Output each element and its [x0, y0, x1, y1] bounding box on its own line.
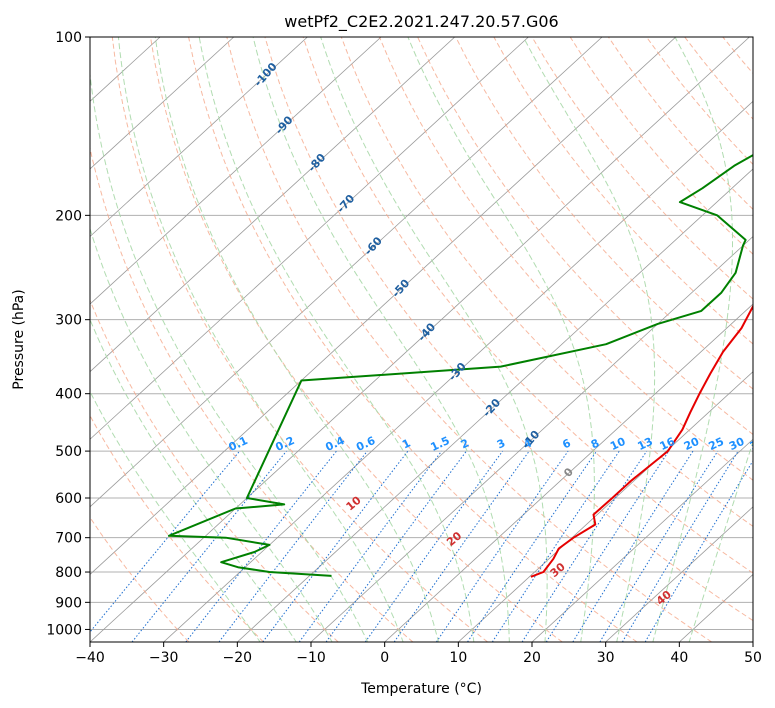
mixing-ratio-line: [599, 450, 719, 642]
mixing-ratio-line: [262, 450, 409, 642]
moist-adiabat-line: [652, 37, 733, 642]
y-tick-label: 100: [55, 30, 82, 46]
dry-adiabat-line: [531, 37, 753, 300]
mixing-ratio-label: 16: [658, 435, 678, 453]
dry-adiabat-line: [340, 37, 753, 528]
moist-adiabat-line: [320, 37, 548, 642]
x-tick-label: 20: [523, 650, 541, 666]
x-tick-label: 30: [597, 650, 615, 666]
mixing-ratio-line: [185, 450, 337, 642]
y-tick-label: 700: [55, 531, 82, 547]
plot-frame: [89, 36, 754, 643]
dry-adiabat-line: [378, 37, 753, 481]
moist-adiabat-line: [522, 37, 656, 642]
isotherm-line: [90, 37, 382, 305]
x-tick-label: −40: [75, 650, 105, 666]
moist-adiabat-line: [154, 37, 440, 642]
mixing-ratio-line: [325, 450, 467, 642]
dry-adiabat-line: [761, 37, 775, 642]
dry-adiabat-line: [111, 37, 488, 642]
isotherm-line: [237, 168, 753, 642]
dry-adiabat-line: [188, 37, 638, 642]
mixing-ratio-label: 36: [748, 435, 768, 453]
x-tick-label: −20: [223, 650, 253, 666]
dry-adiabat-line: [455, 37, 753, 390]
mixing-ratio-line: [521, 450, 648, 642]
isotherm-line: [90, 37, 308, 238]
isotherm-line: [90, 37, 456, 373]
y-tick-label: 200: [55, 208, 82, 224]
mixing-ratio-label: 30: [727, 435, 747, 453]
dry-adiabat-line: [150, 37, 563, 642]
x-tick-label: 0: [380, 650, 389, 666]
dry-adiabat-line: [90, 414, 264, 642]
temperature-profile: [530, 304, 753, 578]
isotherm-line: [531, 438, 753, 642]
x-tick-label: −10: [296, 650, 326, 666]
mixing-ratio-line: [467, 450, 598, 642]
y-tick-label: 600: [55, 491, 82, 507]
x-tick-label: −30: [149, 650, 179, 666]
mixing-ratio-line: [131, 450, 287, 642]
y-tick-label: 500: [55, 444, 82, 460]
mixing-ratio-line: [298, 450, 443, 642]
mixing-ratio-label: 10: [608, 435, 628, 453]
x-tick-label: 10: [449, 650, 467, 666]
y-tick-label: 300: [55, 313, 82, 329]
moist-adiabat-line: [90, 70, 369, 642]
dewpoint-profile: [167, 153, 753, 577]
mixing-ratio-label: 25: [707, 435, 726, 453]
y-tick-label: 900: [55, 595, 82, 611]
dry-adiabat-line: [264, 37, 753, 622]
dry-adiabat-line: [302, 37, 753, 574]
mixing-ratio-line: [572, 450, 694, 642]
grid-layer: [90, 37, 775, 642]
axis-layer: −40 −30 −20 −10 0 10 20 30 40 50 1000 900 800 700 600 5…: [46, 30, 762, 666]
isotherm-line: [752, 641, 753, 642]
moist-adiabat-line: [688, 440, 753, 642]
isotherm-line: [90, 37, 235, 170]
isotherm-line: [90, 37, 603, 508]
series-layer: [167, 153, 753, 578]
y-tick-label: 400: [55, 387, 82, 403]
mixing-ratio-line: [364, 450, 504, 642]
mixing-ratio-line: [435, 450, 569, 642]
mixing-ratio-label: 13: [636, 435, 655, 453]
isotherm-line: [605, 506, 753, 642]
isotherm-line: [90, 37, 529, 440]
moist-adiabat-line: [90, 227, 333, 642]
dry-adiabat-line: [226, 37, 712, 642]
isotherm-line: [384, 303, 753, 642]
moist-adiabat-line: [117, 37, 404, 642]
mixing-ratio-line: [218, 450, 368, 642]
y-tick-label: 1000: [46, 622, 82, 638]
moist-adiabat-line: [198, 37, 475, 642]
moist-adiabat-line: [90, 318, 297, 642]
dry-adiabat-line: [90, 516, 190, 642]
mixing-ratio-line: [545, 450, 670, 642]
mixing-ratio-line: [621, 450, 739, 642]
x-axis-label: Temperature (°C): [360, 681, 482, 697]
x-tick-label: 50: [744, 650, 762, 666]
moist-adiabat-line: [407, 37, 595, 642]
isotherm-line: [90, 37, 677, 575]
isotherm-line: [163, 100, 753, 642]
x-tick-label: 40: [670, 650, 688, 666]
mixing-ratio-line: [393, 450, 530, 642]
isotherm-line: [90, 37, 750, 642]
moist-adiabat-line: [252, 37, 510, 642]
dry-adiabat-line: [90, 145, 414, 642]
mixing-ratio-line: [491, 450, 620, 642]
mixing-ratio-label: 20: [682, 435, 702, 453]
moist-adiabat-line: [90, 390, 261, 642]
y-tick-label: 800: [55, 565, 82, 581]
y-axis-label: Pressure (hPa): [11, 289, 27, 389]
chart-title: wetPf2_C2E2.2021.247.20.57.G06: [284, 12, 558, 32]
